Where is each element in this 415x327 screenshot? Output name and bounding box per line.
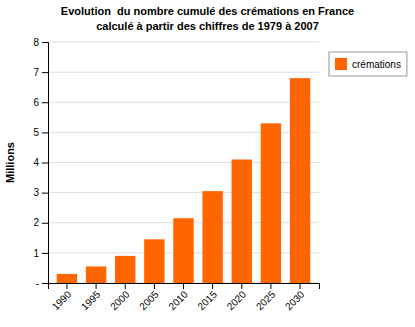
y-axis: - 1 2 3 4 5 6 7 8 [33,37,48,289]
tick-mark [42,42,48,43]
legend-item: crémations [335,58,401,70]
grid-line [48,102,319,103]
chart: Evolution du nombre cumulé des crémation… [0,0,415,327]
tick-label: 2015 [195,288,219,312]
tick-mark [66,283,67,289]
tick: 1 [33,248,48,259]
tick: 2015 [195,283,219,312]
tick-label: 8 [33,37,39,48]
tick-mark [270,283,271,289]
bar [232,159,252,283]
legend: crémations [329,52,407,76]
tick-mark [42,253,48,254]
tick: 2020 [225,283,249,312]
tick-label: 2010 [166,288,190,312]
bar [86,266,106,283]
tick: 1995 [79,283,103,312]
tick-label: 2030 [283,288,307,312]
tick-label: 5 [33,127,39,138]
tick-mark [154,283,155,289]
tick-label: 6 [33,97,39,108]
tick-mark [300,283,301,289]
tick-label: 1995 [79,288,103,312]
bar [57,274,77,283]
tick-label: 2 [33,217,39,228]
tick-mark [42,223,48,224]
tick-mark [125,283,126,289]
legend-swatch [335,58,347,70]
tick: - [36,278,48,289]
tick-label: 2005 [137,288,161,312]
tick-mark [42,193,48,194]
tick-mark [42,132,48,133]
tick: 2025 [254,283,278,312]
tick: 2000 [108,283,132,312]
tick: 4 [33,157,48,168]
tick: 7 [33,67,48,78]
tick-label: - [36,278,39,289]
tick-label: 2025 [254,288,278,312]
tick: 1990 [50,283,74,312]
grid-line [48,42,319,43]
bar [202,191,222,283]
tick: 2010 [166,283,190,312]
tick-label: 7 [33,67,39,78]
tick-label: 2020 [225,288,249,312]
tick-label: 4 [33,157,39,168]
tick-mark [42,283,48,284]
grid [48,42,319,283]
bar [115,256,135,283]
plot: 199019952000200520102015202020252030-123… [33,37,319,312]
tick: 8 [33,37,48,48]
bars [57,78,311,283]
grid-line [48,72,319,73]
axis-line [42,43,49,284]
x-axis: 199019952000200520102015202020252030 [49,283,320,312]
bar [144,239,164,283]
bar [290,78,310,283]
y-label: Millions [4,142,16,183]
tick-mark [42,72,48,73]
tick: 6 [33,97,48,108]
tick: 2 [33,217,48,228]
bar [261,123,281,283]
legend-frame [329,52,407,76]
tick: 2030 [283,283,307,312]
tick-mark [42,163,48,164]
tick: 5 [33,127,48,138]
tick-mark [42,102,48,103]
title: Evolution du nombre cumulé des crémation… [61,5,354,17]
axis-line [49,284,320,290]
tick-mark [96,283,97,289]
legend-label: crémations [352,59,401,70]
subtitle: calculé à partir des chiffres de 1979 à … [96,20,319,32]
tick: 3 [33,187,48,198]
tick-mark [212,283,213,289]
tick-mark [183,283,184,289]
tick-label: 1 [33,248,39,259]
tick-label: 2000 [108,288,132,312]
tick-mark [241,283,242,289]
tick-label: 3 [33,187,39,198]
tick-label: 1990 [50,288,74,312]
bar [173,218,193,283]
tick: 2005 [137,283,161,312]
